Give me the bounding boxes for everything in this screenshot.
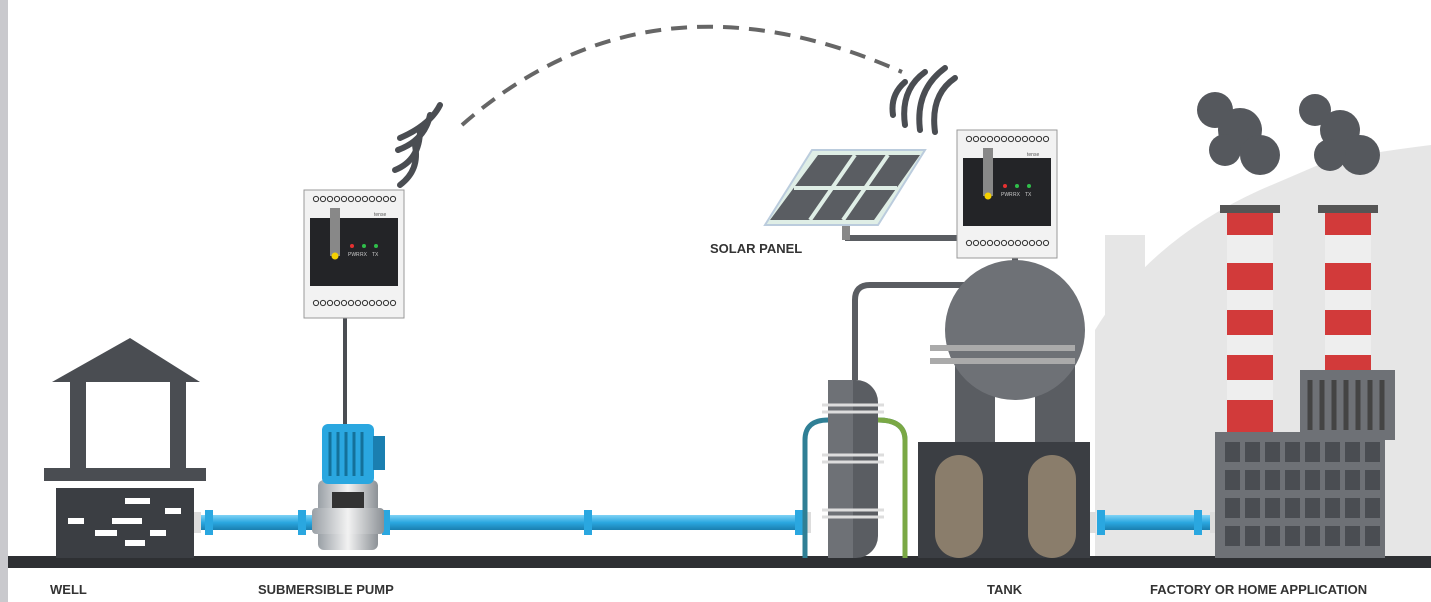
window	[1305, 498, 1320, 518]
window	[1245, 498, 1260, 518]
side-strip	[0, 0, 8, 602]
status-led	[374, 244, 378, 248]
window	[1225, 498, 1240, 518]
led-label: TX	[1025, 192, 1032, 198]
window	[1305, 526, 1320, 546]
window	[1285, 498, 1300, 518]
window	[1265, 498, 1280, 518]
status-led	[350, 244, 354, 248]
window	[1345, 442, 1360, 462]
well-label: WELL	[50, 582, 87, 597]
well	[44, 338, 206, 558]
solar-label: SOLAR PANEL	[710, 241, 802, 256]
device-led	[332, 253, 339, 260]
pump-label: SUBMERSIBLE PUMP	[258, 582, 394, 597]
window	[1265, 470, 1280, 490]
window	[1245, 442, 1260, 462]
led-label: RX	[360, 252, 368, 258]
window	[1305, 442, 1320, 462]
status-led	[362, 244, 366, 248]
led-label: PWR	[348, 252, 360, 258]
window	[1325, 470, 1340, 490]
window	[1325, 442, 1340, 462]
scene: SOLAR PANEL WELL SUBMERSIBLE PUMP TANK F…	[0, 0, 1431, 602]
tank-label: TANK	[987, 582, 1023, 597]
page: SOLAR PANEL WELL SUBMERSIBLE PUMP TANK F…	[0, 0, 1431, 602]
wireless-link	[462, 27, 902, 125]
window	[1265, 442, 1280, 462]
led-label: TX	[372, 252, 379, 258]
window	[1225, 526, 1240, 546]
device-led	[985, 193, 992, 200]
tank	[805, 260, 1090, 558]
window	[1365, 498, 1380, 518]
led-label: RX	[1013, 192, 1021, 198]
device: tense PWRRX TX	[304, 190, 404, 318]
led-label: PWR	[1001, 192, 1013, 198]
window	[1225, 442, 1240, 462]
window	[1285, 526, 1300, 546]
window	[1225, 470, 1240, 490]
window	[1285, 470, 1300, 490]
wifi-left	[395, 105, 440, 185]
window	[1325, 526, 1340, 546]
window	[1245, 470, 1260, 490]
window	[1285, 442, 1300, 462]
device: tense PWRRX TX	[957, 130, 1057, 258]
pump	[312, 424, 385, 550]
status-led	[1015, 184, 1019, 188]
device-tab	[983, 148, 993, 196]
window	[1245, 526, 1260, 546]
window	[1345, 526, 1360, 546]
device-brand: tense	[1027, 152, 1039, 158]
factory-label: FACTORY OR HOME APPLICATION	[1150, 582, 1367, 597]
wifi-right	[893, 68, 956, 132]
device-brand: tense	[374, 212, 386, 218]
solar-panel	[765, 150, 925, 240]
window	[1325, 498, 1340, 518]
status-led	[1003, 184, 1007, 188]
window	[1345, 498, 1360, 518]
window	[1365, 442, 1380, 462]
window	[1365, 526, 1380, 546]
status-led	[1027, 184, 1031, 188]
device-tab	[330, 208, 340, 256]
window	[1305, 470, 1320, 490]
window	[1265, 526, 1280, 546]
window	[1345, 470, 1360, 490]
window	[1365, 470, 1380, 490]
